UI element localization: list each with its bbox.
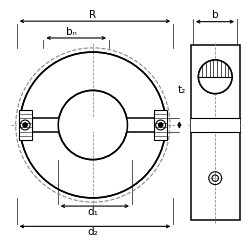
- Wedge shape: [198, 60, 232, 77]
- Text: b: b: [212, 10, 218, 20]
- Text: bₙ: bₙ: [66, 27, 77, 37]
- Text: R: R: [89, 10, 96, 20]
- Circle shape: [158, 123, 163, 127]
- Text: t₂: t₂: [177, 86, 186, 96]
- Bar: [190, 118, 240, 132]
- Bar: [154, 110, 167, 140]
- Wedge shape: [198, 77, 232, 94]
- Circle shape: [23, 123, 27, 127]
- Text: d₂: d₂: [88, 227, 98, 237]
- Text: d₁: d₁: [88, 206, 98, 216]
- Bar: [18, 118, 168, 132]
- Bar: [190, 45, 240, 220]
- Bar: [19, 110, 32, 140]
